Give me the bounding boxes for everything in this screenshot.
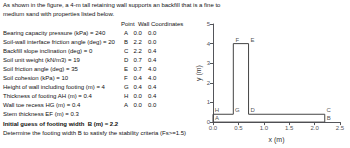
svg-text:5: 5	[207, 21, 211, 27]
svg-text:A: A	[124, 102, 128, 108]
svg-text:4: 4	[207, 41, 211, 47]
svg-text:B: B	[327, 115, 331, 121]
svg-text:1.5: 1.5	[285, 125, 294, 131]
svg-text:0.0: 0.0	[148, 39, 157, 45]
svg-text:0.4: 0.4	[134, 75, 143, 81]
svg-text:0.0: 0.0	[209, 125, 218, 131]
svg-text:Bearing capacity pressure (kPa: Bearing capacity pressure (kPa) = 240	[3, 30, 106, 36]
svg-text:Height of wall including footi: Height of wall including footing (m) = 4	[3, 84, 106, 90]
svg-text:y (m): y (m)	[195, 65, 203, 81]
svg-text:C: C	[327, 107, 332, 113]
svg-text:Soil friction angle (deg) = 35: Soil friction angle (deg) = 35	[3, 66, 79, 72]
svg-text:2: 2	[207, 80, 211, 86]
svg-text:H: H	[124, 93, 128, 99]
svg-text:2.5: 2.5	[336, 125, 345, 131]
svg-text:medium sand with properties li: medium sand with properties listed below…	[3, 11, 114, 17]
svg-text:2.2: 2.2	[134, 48, 143, 54]
svg-text:E: E	[251, 37, 255, 43]
svg-text:G: G	[235, 107, 240, 113]
svg-text:D: D	[250, 107, 255, 113]
svg-text:G: G	[124, 84, 129, 90]
svg-text:Point Wall Coordinates: Point Wall Coordinates	[121, 21, 183, 27]
svg-text:C: C	[124, 48, 129, 54]
svg-text:0.0: 0.0	[134, 102, 143, 108]
svg-text:Backfill slope inclination (de: Backfill slope inclination (deg) = 0	[3, 48, 93, 54]
svg-text:0.4: 0.4	[134, 84, 143, 90]
svg-text:Determine the footing width B: Determine the footing width B to satisfy…	[3, 130, 186, 136]
svg-text:0: 0	[206, 119, 210, 126]
svg-text:0.7: 0.7	[134, 57, 143, 63]
svg-text:2.2: 2.2	[134, 39, 143, 45]
svg-text:A: A	[215, 115, 219, 121]
svg-text:H: H	[215, 107, 219, 113]
svg-text:Initial guess of footing width: Initial guess of footing width B (m) = 2…	[3, 121, 119, 127]
svg-text:As shown in the figure, a 4-m: As shown in the figure, a 4-m tall retai…	[3, 2, 221, 8]
svg-text:0.4: 0.4	[148, 48, 157, 54]
svg-text:0.0: 0.0	[148, 102, 157, 108]
svg-text:Soil-wall interface friction a: Soil-wall interface friction angle (deg)…	[3, 39, 116, 45]
svg-text:E: E	[124, 66, 128, 72]
svg-text:D: D	[124, 57, 129, 63]
svg-text:0.0: 0.0	[134, 30, 143, 36]
svg-text:0.4: 0.4	[148, 93, 157, 99]
svg-text:0.0: 0.0	[134, 93, 143, 99]
svg-text:2.0: 2.0	[310, 125, 319, 131]
svg-text:4.0: 4.0	[148, 75, 157, 81]
svg-text:4.0: 4.0	[148, 66, 157, 72]
svg-text:F: F	[235, 37, 239, 43]
svg-text:F: F	[124, 75, 128, 81]
svg-text:B: B	[124, 39, 128, 45]
svg-text:Thickness of footing AH (m) =: Thickness of footing AH (m) = 0.4	[3, 93, 93, 99]
svg-text:3: 3	[207, 60, 211, 66]
svg-text:1: 1	[207, 99, 211, 105]
svg-text:Soil unit weight (kN/m3) = 19: Soil unit weight (kN/m3) = 19	[3, 57, 81, 63]
svg-text:0.4: 0.4	[148, 57, 157, 63]
svg-text:0.7: 0.7	[134, 66, 143, 72]
svg-text:Soil cohesion (kPa) = 10: Soil cohesion (kPa) = 10	[3, 75, 69, 81]
svg-text:1.0: 1.0	[260, 125, 269, 131]
svg-text:x (m): x (m)	[269, 136, 285, 144]
svg-text:Stem thickness EF (m) = 0.3: Stem thickness EF (m) = 0.3	[3, 111, 80, 117]
svg-text:0.0: 0.0	[148, 30, 157, 36]
svg-text:0.5: 0.5	[234, 125, 243, 131]
svg-text:A: A	[124, 30, 128, 36]
svg-text:Wall toe recess HG (m) = 0.4: Wall toe recess HG (m) = 0.4	[3, 102, 81, 108]
svg-text:0.4: 0.4	[148, 84, 157, 90]
